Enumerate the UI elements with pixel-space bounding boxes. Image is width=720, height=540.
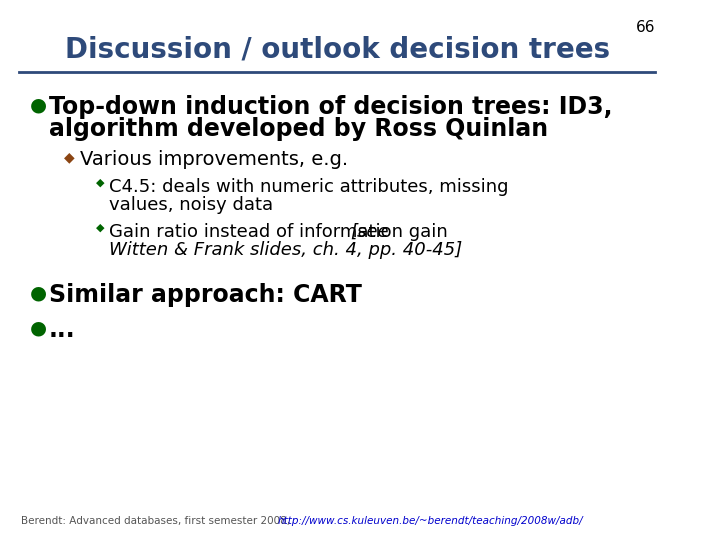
Text: [see: [see (350, 223, 389, 241)
Text: Various improvements, e.g.: Various improvements, e.g. (80, 150, 348, 169)
Text: ●: ● (30, 283, 47, 302)
Text: Top-down induction of decision trees: ID3,: Top-down induction of decision trees: ID… (49, 95, 612, 119)
Text: ◆: ◆ (63, 150, 74, 164)
Text: ◆: ◆ (96, 178, 104, 188)
Text: 66: 66 (636, 20, 655, 35)
Text: algorithm developed by Ross Quinlan: algorithm developed by Ross Quinlan (49, 117, 548, 141)
Text: Gain ratio instead of information gain: Gain ratio instead of information gain (109, 223, 453, 241)
Text: values, noisy data: values, noisy data (109, 196, 273, 214)
Text: Discussion / outlook decision trees: Discussion / outlook decision trees (65, 35, 610, 63)
Text: ●: ● (30, 95, 47, 114)
Text: C4.5: deals with numeric attributes, missing: C4.5: deals with numeric attributes, mis… (109, 178, 508, 196)
Text: ...: ... (49, 318, 76, 342)
Text: Berendt: Advanced databases, first semester 2008,: Berendt: Advanced databases, first semes… (21, 516, 293, 526)
Text: Witten & Frank slides, ch. 4, pp. 40-45]: Witten & Frank slides, ch. 4, pp. 40-45] (109, 241, 462, 259)
Text: Similar approach: CART: Similar approach: CART (49, 283, 361, 307)
Text: ●: ● (30, 318, 47, 337)
Text: ◆: ◆ (96, 223, 104, 233)
Text: http://www.cs.kuleuven.be/~berendt/teaching/2008w/adb/: http://www.cs.kuleuven.be/~berendt/teach… (278, 516, 584, 526)
